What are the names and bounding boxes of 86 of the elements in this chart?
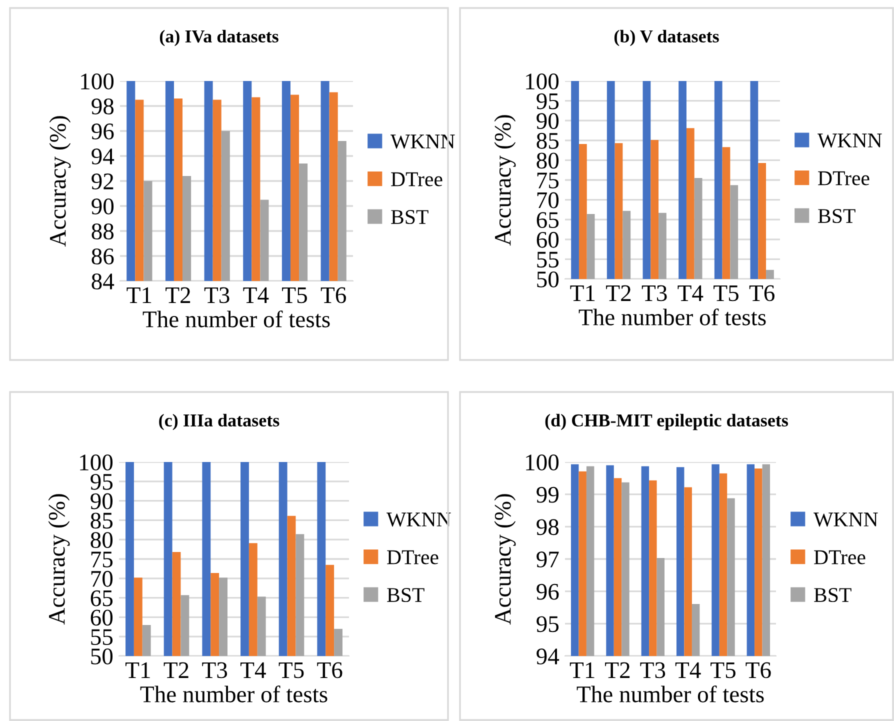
y-tick-label: 100: [526, 73, 559, 90]
y-axis-title: Accuracy (%): [49, 116, 71, 247]
y-tick-label: 85: [536, 132, 559, 149]
x-axis-title: The number of tests: [142, 310, 330, 328]
y-tick-label: 60: [90, 610, 113, 626]
y-tick-label: 85: [90, 512, 113, 529]
y-tick-label: 95: [90, 474, 113, 490]
x-tick-label: T2: [164, 662, 188, 678]
y-tick-label: 94: [92, 148, 114, 164]
y-tick-label: 100: [80, 454, 113, 470]
x-axis-title: The number of tests: [140, 686, 328, 702]
legend-label: BST: [818, 209, 856, 224]
y-tick-label: 96: [92, 124, 114, 140]
x-tick-label: T4: [678, 285, 704, 301]
legend-label: DTree: [814, 550, 866, 564]
x-tick-label: T3: [204, 287, 230, 304]
y-tick-label: 98: [92, 98, 114, 114]
chart-title: (d) CHB-MIT epileptic datasets: [545, 414, 788, 430]
y-tick-label: 60: [536, 232, 559, 248]
y-tick-label: 50: [91, 648, 113, 664]
y-tick-label: 95: [536, 93, 559, 110]
x-tick-label: T5: [710, 662, 736, 678]
legend-label: BST: [814, 588, 852, 602]
legend-label: WKNN: [386, 512, 451, 527]
x-axis-title: The number of tests: [576, 686, 764, 702]
x-tick-label: T5: [282, 287, 307, 304]
y-tick-label: 80: [536, 152, 559, 169]
x-tick-label: T3: [640, 662, 666, 678]
y-tick-label: 65: [90, 590, 113, 606]
y-tick-label: 55: [537, 252, 559, 268]
x-tick-label: T6: [317, 662, 342, 678]
y-tick-label: 55: [91, 629, 113, 646]
legend-label: DTree: [818, 171, 870, 186]
x-tick-label: T3: [202, 662, 228, 678]
chart-title: (b) V datasets: [614, 30, 719, 46]
y-tick-label: 80: [90, 532, 113, 548]
x-tick-label: T2: [606, 285, 631, 301]
y-tick-label: 90: [92, 198, 114, 214]
x-tick-label: T1: [125, 662, 150, 678]
chart-title: (a) IVa datasets: [160, 30, 278, 46]
y-tick-label: 50: [537, 271, 559, 288]
legend-label: WKNN: [390, 134, 455, 149]
y-tick-label: 95: [536, 616, 559, 632]
x-tick-label: T3: [642, 285, 667, 302]
chart-title: (c) IIIa datasets: [159, 414, 280, 430]
x-tick-label: T4: [240, 662, 266, 678]
x-axis-title: The number of tests: [578, 308, 766, 326]
y-axis-title: Accuracy (%): [494, 115, 516, 246]
legend-label: BST: [387, 588, 424, 602]
y-tick-label: 100: [81, 73, 114, 90]
y-tick-label: 92: [92, 174, 114, 190]
legend-label: BST: [391, 210, 428, 224]
y-tick-label: 86: [92, 248, 114, 264]
y-tick-label: 100: [526, 454, 559, 470]
x-tick-label: T5: [714, 285, 738, 302]
x-tick-label: T6: [749, 285, 774, 302]
y-axis-title: Accuracy (%): [494, 494, 516, 625]
y-tick-label: 88: [92, 223, 114, 240]
y-tick-label: 96: [536, 584, 559, 600]
x-tick-label: T4: [675, 662, 701, 678]
x-tick-label: T5: [278, 662, 304, 678]
y-tick-label: 75: [537, 172, 559, 188]
y-tick-label: 94: [536, 648, 560, 664]
y-tick-label: 99: [536, 486, 558, 503]
y-tick-label: 65: [536, 212, 559, 228]
y-tick-label: 90: [536, 113, 559, 130]
x-tick-label: T2: [605, 662, 630, 678]
y-tick-label: 98: [536, 519, 559, 536]
y-tick-label: 70: [91, 570, 113, 587]
y-tick-label: 75: [91, 552, 113, 568]
legend-label: DTree: [391, 172, 442, 186]
y-tick-label: 84: [92, 273, 114, 290]
y-tick-label: 90: [90, 493, 113, 510]
x-tick-label: T1: [126, 287, 152, 303]
x-tick-label: T1: [570, 662, 594, 678]
y-axis-title: Accuracy (%): [48, 494, 70, 625]
y-tick-label: 70: [537, 192, 559, 208]
legend-label: WKNN: [814, 512, 878, 527]
y-tick-label: 97: [536, 552, 559, 568]
x-tick-label: T1: [570, 285, 595, 301]
x-tick-label: T4: [243, 287, 269, 303]
legend-label: DTree: [387, 550, 438, 564]
x-tick-label: T2: [166, 287, 190, 303]
legend-label: WKNN: [818, 134, 882, 148]
x-tick-label: T6: [746, 662, 771, 678]
x-tick-label: T6: [320, 287, 346, 304]
